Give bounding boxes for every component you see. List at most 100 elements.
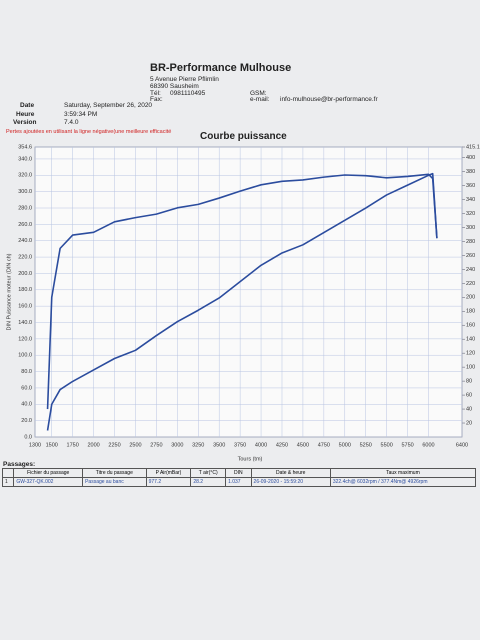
x-tick-label: 3000	[171, 442, 183, 448]
header-cell: Taux maximum	[329, 468, 477, 478]
cell: 1.037	[225, 477, 252, 487]
x-tick-label: 4000	[255, 442, 267, 448]
line	[46, 172, 438, 431]
x-axis-label: Tours (tm)	[238, 456, 263, 462]
row: 1 GW-327-QK.002 Passage au banc 977.2 28.2 1.…	[1, 477, 477, 487]
x-tick-label: 1300	[29, 442, 41, 448]
cell: Passage au banc	[82, 477, 147, 487]
y-tick-label: 140.0	[18, 320, 32, 326]
header-cell	[1, 468, 15, 478]
header-cell: DIN	[225, 468, 252, 478]
y2-tick-label: 360	[466, 183, 475, 189]
x-tick-label: 1750	[67, 442, 79, 448]
y2-tick-label: 180	[466, 309, 475, 315]
chart-title: Courbe puissance	[200, 131, 287, 142]
cell: 28.2	[190, 477, 227, 487]
chart: Tours (tm) DIN Puissance moteur (DIN ch)…	[6, 144, 480, 462]
x-tick-label: 3750	[234, 442, 246, 448]
y-tick-label: 40.0	[21, 402, 32, 408]
y2-tick-label: 220	[466, 281, 475, 287]
y-tick-label: 160.0	[18, 304, 32, 310]
x-tick-label: 3250	[192, 442, 204, 448]
table-title: Passages:	[3, 461, 36, 468]
label: Date	[20, 102, 35, 109]
y2-tick-label: 200	[466, 295, 475, 301]
y2-tick-label: 400	[466, 155, 475, 161]
value: Saturday, September 26, 2020	[64, 102, 153, 109]
label: Fax:	[150, 96, 163, 103]
x-tick-label: 4750	[318, 442, 330, 448]
y-tick-label: 60.0	[21, 385, 32, 391]
header-cell: Titre du passage	[82, 468, 147, 478]
y-tick-label: 100.0	[18, 353, 32, 359]
label: Heure	[16, 111, 35, 118]
y-tick-label: 20.0	[21, 418, 32, 424]
y-axis-label: DIN Puissance moteur (DIN ch)	[6, 253, 12, 330]
y2-tick-label: 280	[466, 239, 475, 245]
x-tick-label: 4500	[297, 442, 309, 448]
line	[46, 173, 438, 410]
header-cell: Date & heure	[250, 468, 331, 478]
x-tick-label: 5500	[381, 442, 393, 448]
y2-tick-label: 300	[466, 225, 475, 231]
y2-tick-label: 100	[466, 365, 475, 371]
y-tick-label: 180.0	[18, 287, 32, 293]
y-tick-label: 0.0	[24, 434, 32, 440]
address: 68390 Sausheim	[150, 83, 199, 90]
y-tick-label: 300.0	[18, 189, 32, 195]
table: Fichier du passage Titre du passage P Air(…	[1, 468, 477, 487]
x-tick-label: 5000	[339, 442, 351, 448]
cell: 1	[1, 477, 15, 487]
x-tick-label: 1500	[46, 442, 58, 448]
label: Version	[13, 119, 37, 126]
y2-tick-label: 380	[466, 169, 475, 175]
y2-tick-label: 260	[466, 253, 475, 259]
value: 7.4.0	[64, 119, 79, 126]
cell: GW-327-QK.002	[13, 477, 84, 487]
header-cell: P Air(mBar)	[145, 468, 192, 478]
header-cell: T air(°C)	[190, 468, 227, 478]
y2-tick-label: 20	[466, 420, 472, 426]
y-tick-label: 320.0	[18, 173, 32, 179]
y2-tick-label: 140	[466, 337, 475, 343]
y2-tick-label: 320	[466, 211, 475, 217]
value: 3:59:34 PM	[64, 111, 98, 118]
y-tick-label: 220.0	[18, 255, 32, 261]
header-row: Fichier du passage Titre du passage P Air(…	[1, 468, 477, 478]
y2-tick-label: 120	[466, 351, 475, 357]
x-tick-label: 4250	[276, 442, 288, 448]
address: 5 Avenue Pierre Pflimlin	[150, 76, 219, 83]
label: Tél:	[150, 90, 161, 97]
y-tick-label: 280.0	[18, 205, 32, 211]
x-tick-label: 3500	[213, 442, 225, 448]
cell: 26-09-2020 - 15:59:20	[250, 477, 331, 487]
cell: 977.2	[145, 477, 192, 487]
y2-tick-label: 340	[466, 197, 475, 203]
y-tick-label: 260.0	[18, 222, 32, 228]
y-tick-label: 340.0	[18, 156, 32, 162]
y-tick-label: 200.0	[18, 271, 32, 277]
y2-tick-label: 160	[466, 323, 475, 329]
company: BR-Performance Mulhouse	[150, 62, 292, 74]
y2-tick-label: 240	[466, 267, 475, 273]
y2-tick-label: 415.1	[466, 144, 480, 150]
x-tick-label: 6400	[456, 442, 468, 448]
cell: 322.4ch@ 6032rpm / 377.4Nm@ 4926rpm	[329, 477, 477, 487]
y-tick-label: 80.0	[21, 369, 32, 375]
x-tick-label: 2750	[150, 442, 162, 448]
y-tick-label: 354.6	[18, 144, 32, 150]
y2-tick-label: 60	[466, 393, 472, 399]
x-tick-label: 2000	[87, 442, 99, 448]
x-tick-label: 5250	[360, 442, 372, 448]
email: info-mulhouse@br-performance.fr	[280, 96, 378, 103]
label: GSM:	[250, 90, 267, 97]
note: Pertes ajoutées en utilisant la ligne né…	[6, 129, 172, 135]
y-tick-label: 240.0	[18, 238, 32, 244]
x-tick-label: 6000	[422, 442, 434, 448]
x-tick-label: 5750	[401, 442, 413, 448]
label: e-mail:	[250, 96, 270, 103]
header-cell: Fichier du passage	[13, 468, 84, 478]
y2-tick-label: 40	[466, 407, 472, 413]
y2-tick-label: 80	[466, 379, 472, 385]
